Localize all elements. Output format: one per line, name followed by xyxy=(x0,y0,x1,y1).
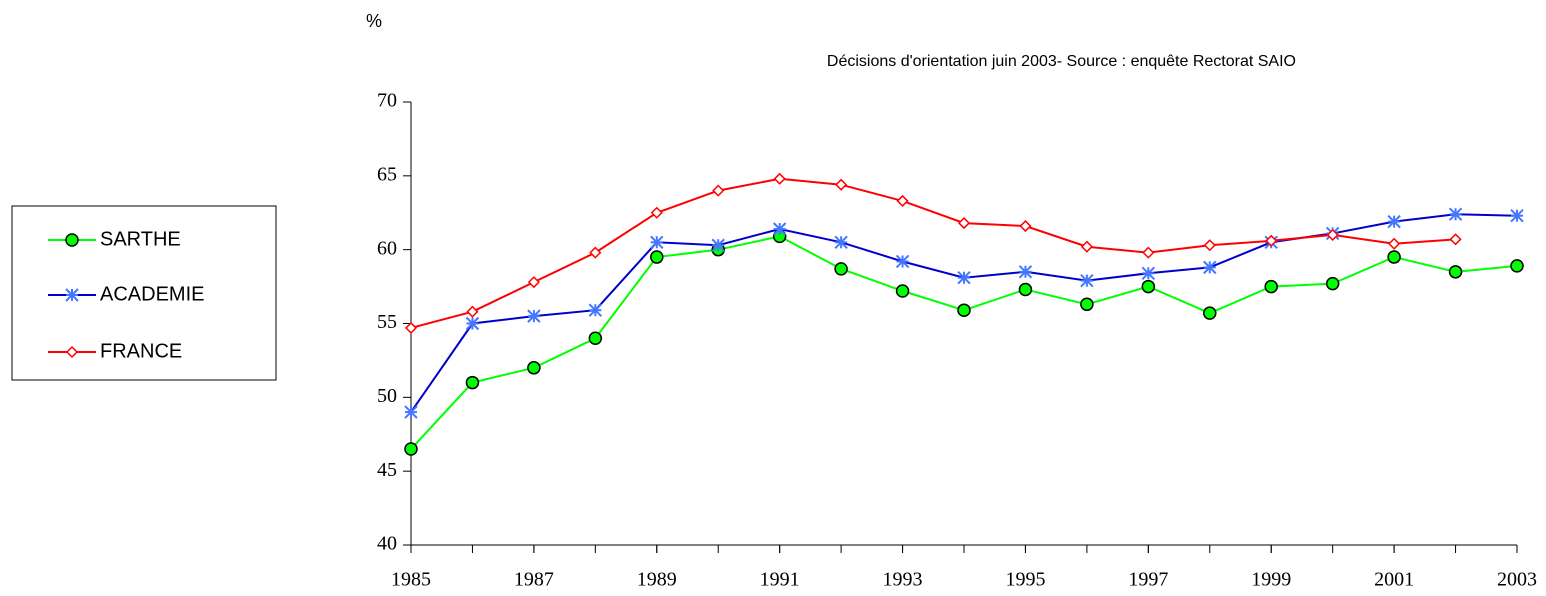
y-tick-label: 55 xyxy=(377,311,397,333)
point xyxy=(1203,306,1217,320)
series-line xyxy=(410,235,1518,450)
point xyxy=(527,361,541,375)
x-tick-label: 1987 xyxy=(514,569,554,591)
asterisk-stroke xyxy=(1387,214,1401,229)
point xyxy=(1203,239,1216,252)
asterisk-stroke xyxy=(1141,266,1156,281)
point xyxy=(1326,228,1339,241)
point xyxy=(712,184,725,197)
asterisk-stroke xyxy=(650,235,664,249)
point xyxy=(1141,266,1156,281)
y-tick-label: 50 xyxy=(377,385,397,407)
point xyxy=(834,235,848,249)
point xyxy=(895,254,910,269)
point xyxy=(1080,297,1094,312)
x-tick-label: 1999 xyxy=(1251,569,1291,591)
point xyxy=(404,405,418,419)
point xyxy=(404,321,418,334)
point xyxy=(1141,279,1156,294)
asterisk-stroke xyxy=(465,316,480,331)
y-tick-label: 65 xyxy=(377,163,397,185)
y-tick-label: 70 xyxy=(377,90,397,112)
asterisk-stroke xyxy=(588,303,603,317)
subtitle: Décisions d'orientation juin 2003- Sourc… xyxy=(827,53,1296,70)
legend-marker xyxy=(65,233,79,247)
point xyxy=(957,271,971,285)
y-tick-label: 60 xyxy=(377,237,397,259)
point xyxy=(650,250,664,264)
point xyxy=(1325,276,1340,291)
point xyxy=(1203,260,1217,275)
point xyxy=(465,375,480,390)
point xyxy=(835,178,848,191)
x-tick-label: 2001 xyxy=(1374,569,1414,591)
asterisk-stroke xyxy=(711,238,725,252)
point xyxy=(711,238,725,252)
asterisk-stroke xyxy=(1080,273,1094,288)
point xyxy=(1448,265,1463,279)
legend-label: SARTHE xyxy=(100,228,181,250)
point xyxy=(1388,237,1401,250)
point xyxy=(1510,208,1524,223)
series-line xyxy=(410,177,1456,329)
y-axis-label: % xyxy=(366,11,382,31)
x-tick-label: 1995 xyxy=(1005,569,1045,591)
point xyxy=(527,309,541,323)
point xyxy=(404,442,418,456)
point xyxy=(527,276,540,289)
point xyxy=(465,316,480,331)
point xyxy=(1142,246,1155,259)
x-tick-label: 2003 xyxy=(1497,569,1537,591)
x-tick-label: 1993 xyxy=(883,569,923,591)
legend-label: FRANCE xyxy=(100,340,182,362)
point xyxy=(773,172,786,185)
point xyxy=(588,331,603,346)
asterisk-stroke xyxy=(957,271,971,285)
point xyxy=(466,305,479,318)
x-tick-label: 1997 xyxy=(1128,569,1168,591)
point xyxy=(772,222,787,236)
asterisk-stroke xyxy=(834,235,848,249)
asterisk-stroke xyxy=(1448,207,1463,221)
legend-label: ACADEMIE xyxy=(100,283,204,305)
legend-marker xyxy=(65,288,79,302)
point xyxy=(1019,219,1032,233)
point xyxy=(896,194,909,207)
point xyxy=(1510,259,1524,273)
point xyxy=(957,217,971,230)
point xyxy=(895,284,910,298)
point xyxy=(1448,207,1463,221)
point xyxy=(1018,265,1033,279)
asterisk-stroke xyxy=(772,222,787,236)
point xyxy=(588,303,603,317)
point xyxy=(1387,250,1401,264)
point xyxy=(1018,282,1033,297)
point xyxy=(1449,233,1462,246)
asterisk-stroke xyxy=(1203,260,1217,275)
y-tick-label: 40 xyxy=(377,533,397,555)
point xyxy=(957,303,971,317)
point xyxy=(1264,279,1278,294)
x-tick-label: 1991 xyxy=(760,569,800,591)
x-tick-label: 1989 xyxy=(637,569,677,591)
asterisk-stroke xyxy=(1510,208,1524,223)
legend-marker xyxy=(65,345,79,359)
point xyxy=(834,262,848,276)
asterisk-stroke xyxy=(895,254,910,269)
point xyxy=(1387,214,1401,229)
x-tick-label: 1985 xyxy=(391,569,431,591)
point xyxy=(650,235,664,249)
asterisk-stroke xyxy=(1018,265,1033,279)
asterisk-stroke xyxy=(404,405,418,419)
asterisk-stroke xyxy=(65,288,79,302)
asterisk-stroke xyxy=(527,309,541,323)
point xyxy=(1080,240,1093,253)
point xyxy=(1080,273,1094,288)
point xyxy=(650,206,663,219)
y-tick-label: 45 xyxy=(377,459,397,481)
point xyxy=(589,246,602,259)
point xyxy=(1265,234,1278,247)
